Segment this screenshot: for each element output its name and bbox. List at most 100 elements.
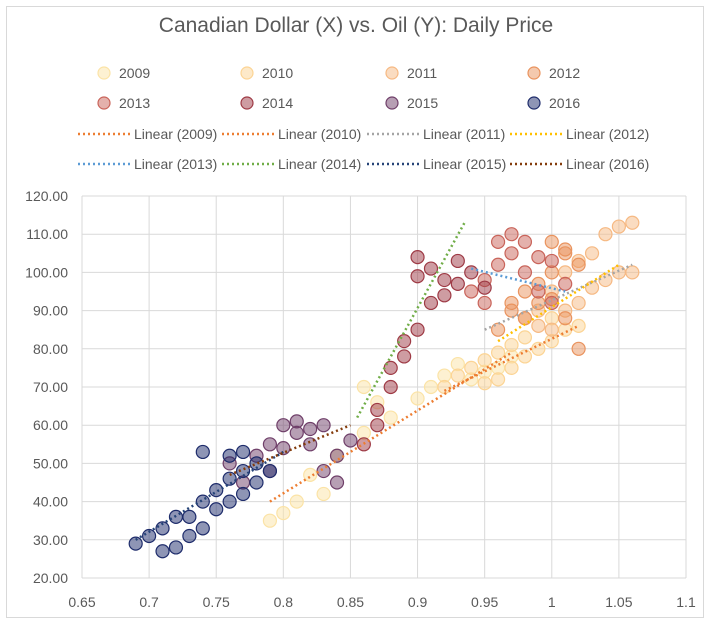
y-tick-label: 100.00 bbox=[25, 264, 68, 280]
y-tick-label: 70.00 bbox=[33, 379, 68, 395]
x-tick-label: 1 bbox=[548, 594, 556, 610]
x-tick-label: 0.9 bbox=[408, 594, 428, 610]
point-2016 bbox=[222, 448, 237, 463]
point-2014 bbox=[397, 334, 412, 349]
point-2016 bbox=[182, 528, 197, 544]
point-2010 bbox=[504, 337, 519, 353]
point-2014 bbox=[410, 250, 425, 265]
point-2016 bbox=[195, 444, 210, 460]
legend-trend-label: Linear (2014) bbox=[278, 156, 361, 172]
point-2016 bbox=[195, 521, 210, 536]
point-2009 bbox=[410, 391, 425, 406]
legend-label: 2011 bbox=[407, 65, 437, 81]
point-2016 bbox=[235, 463, 251, 479]
point-2014 bbox=[437, 288, 452, 303]
trendline bbox=[269, 351, 513, 503]
point-2015 bbox=[343, 433, 358, 448]
point-2015 bbox=[303, 421, 318, 437]
legend-marker bbox=[240, 96, 254, 110]
point-2009 bbox=[356, 379, 371, 395]
legend-marker bbox=[385, 66, 399, 80]
trendline bbox=[229, 424, 351, 477]
axes: 0.65 0.7 0.75 0.8 0.85 0.9 0.95 1 1.05 1.1 20.00 30… bbox=[25, 188, 696, 610]
chart-frame bbox=[6, 6, 704, 618]
point-2010 bbox=[517, 349, 533, 364]
legend-label: 2012 bbox=[549, 65, 580, 81]
point-2014 bbox=[383, 379, 398, 395]
point-2010 bbox=[490, 372, 506, 387]
legend-marker bbox=[527, 66, 541, 80]
trendline bbox=[484, 263, 633, 331]
point-2014 bbox=[410, 269, 425, 284]
point-2015 bbox=[276, 418, 291, 433]
legend-marker bbox=[240, 66, 254, 80]
point-2013 bbox=[490, 257, 506, 272]
y-tick-label: 120.00 bbox=[25, 188, 68, 204]
point-2012 bbox=[504, 295, 519, 311]
point-2010 bbox=[477, 353, 492, 368]
x-tick-label: 0.8 bbox=[274, 594, 294, 610]
legend-label: 2010 bbox=[262, 65, 293, 81]
point-2009 bbox=[276, 505, 291, 521]
trendline bbox=[135, 450, 284, 541]
point-2016 bbox=[182, 509, 197, 524]
legend-trend-label: Linear (2012) bbox=[566, 126, 649, 142]
point-2013 bbox=[544, 295, 559, 311]
point-2014 bbox=[450, 253, 465, 269]
point-2011 bbox=[544, 322, 559, 337]
point-2016 bbox=[249, 475, 264, 490]
point-2009 bbox=[383, 410, 398, 425]
point-2012 bbox=[517, 311, 533, 326]
x-tick-label: 0.65 bbox=[68, 594, 95, 610]
point-2015 bbox=[289, 414, 304, 429]
point-2016 bbox=[128, 536, 143, 551]
point-2016 bbox=[195, 494, 210, 509]
point-2014 bbox=[423, 261, 439, 276]
legend-label: 2016 bbox=[549, 95, 580, 111]
point-2013 bbox=[544, 253, 559, 269]
point-2013 bbox=[504, 227, 519, 242]
legend-trend-label: Linear (2013) bbox=[134, 156, 217, 172]
point-2011 bbox=[611, 219, 626, 234]
legend-trend-label: Linear (2009) bbox=[134, 126, 217, 142]
point-2013 bbox=[558, 276, 573, 291]
point-2010 bbox=[450, 368, 465, 383]
legend-marker bbox=[527, 96, 541, 110]
point-2016 bbox=[235, 444, 251, 460]
point-2011 bbox=[531, 318, 546, 333]
point-2011 bbox=[584, 246, 600, 261]
y-tick-label: 30.00 bbox=[33, 532, 68, 548]
point-2013 bbox=[504, 246, 519, 261]
point-2016 bbox=[142, 528, 157, 544]
legend-marker bbox=[385, 96, 399, 110]
trendline bbox=[356, 222, 466, 419]
point-2012 bbox=[558, 242, 573, 257]
point-2015 bbox=[329, 475, 345, 490]
point-2014 bbox=[370, 402, 385, 418]
point-2010 bbox=[517, 330, 533, 345]
legend-label: 2014 bbox=[262, 95, 293, 111]
point-2013 bbox=[517, 234, 533, 249]
point-2010 bbox=[531, 341, 546, 356]
point-2014 bbox=[397, 349, 412, 364]
point-2012 bbox=[571, 341, 586, 356]
point-2012 bbox=[558, 311, 573, 326]
point-2009 bbox=[316, 486, 331, 502]
point-2009 bbox=[303, 467, 318, 482]
legend-trend-label: Linear (2016) bbox=[566, 156, 649, 172]
point-2013 bbox=[531, 250, 546, 265]
point-2012 bbox=[571, 257, 586, 272]
point-2014 bbox=[370, 418, 385, 433]
x-tick-label: 0.85 bbox=[337, 594, 364, 610]
point-2009 bbox=[289, 494, 304, 509]
point-2014 bbox=[437, 272, 452, 288]
legend-label: 2015 bbox=[407, 95, 438, 111]
point-2015 bbox=[316, 463, 331, 479]
point-2009 bbox=[262, 513, 278, 528]
point-2012 bbox=[490, 322, 506, 337]
points bbox=[128, 215, 640, 559]
y-tick-label: 90.00 bbox=[33, 303, 68, 319]
legend-trend-label: Linear (2015) bbox=[423, 156, 506, 172]
legend-trend-label: Linear (2011) bbox=[423, 126, 505, 142]
point-2013 bbox=[517, 265, 533, 280]
